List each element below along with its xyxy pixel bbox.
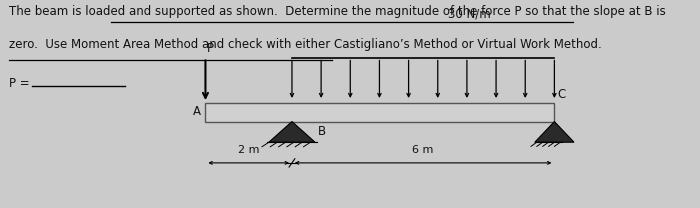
Text: P =: P =: [9, 77, 29, 90]
Text: 2 m: 2 m: [238, 145, 260, 155]
Polygon shape: [269, 121, 315, 142]
Text: B: B: [318, 125, 326, 138]
Polygon shape: [535, 121, 574, 142]
Text: C: C: [557, 88, 566, 101]
Text: A: A: [193, 105, 201, 118]
Text: 6 m: 6 m: [412, 145, 434, 155]
Text: P: P: [206, 42, 214, 56]
Text: The beam is loaded and supported as shown.  Determine the magnitude of the force: The beam is loaded and supported as show…: [9, 5, 666, 18]
Text: 30 N/m: 30 N/m: [448, 8, 491, 21]
Bar: [205, 103, 554, 121]
Text: zero.  Use Moment Area Method and check with either Castigliano’s Method or Virt: zero. Use Moment Area Method and check w…: [9, 38, 601, 51]
